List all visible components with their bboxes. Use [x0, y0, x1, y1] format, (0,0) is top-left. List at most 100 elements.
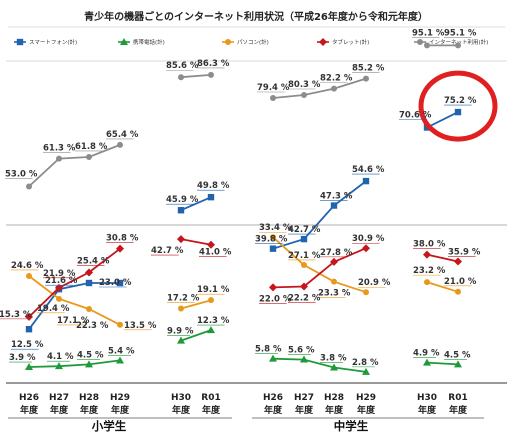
data-label-smartphone-elementary-4: 45.9 %	[166, 195, 199, 205]
point-feature-phone-junior-3	[362, 367, 370, 375]
tick-sublabel-elementary-0: 年度	[20, 404, 39, 416]
tick-label-elementary-4: H30	[171, 393, 191, 403]
point-feature-phone-elementary-5	[207, 326, 215, 334]
series-line-smartphone-junior-0	[272, 180, 367, 250]
point-pc-elementary-5	[208, 297, 214, 304]
data-label-pc-elementary-2: 17.1 %	[57, 316, 90, 326]
series-line-feature-phone-junior-1	[426, 361, 459, 366]
point-internet-elementary-0	[26, 183, 32, 190]
data-label-tablet-elementary-5: 41.0 %	[199, 248, 232, 258]
tick-label-elementary-5: R01	[201, 393, 220, 403]
point-tablet-junior-4	[423, 250, 431, 259]
data-label-feature-phone-junior-5: 4.5 %	[444, 350, 471, 360]
tick-label-elementary-2: H28	[79, 393, 99, 403]
data-label-feature-phone-junior-0: 5.8 %	[255, 345, 282, 355]
data-label-smartphone-junior-4: 70.6 %	[399, 110, 432, 120]
series-line-pc-junior-1	[426, 281, 459, 293]
point-tablet-junior-1	[300, 282, 308, 291]
point-feature-phone-junior-4	[423, 358, 431, 366]
data-label-internet-elementary-0: 53.0 %	[5, 169, 38, 179]
point-internet-elementary-4	[178, 74, 184, 81]
legend: スマートフォン(計) 携帯電話(計) パソコン(計) タブレット(計) インターネット利…	[14, 38, 488, 46]
highlight-circle	[418, 70, 498, 142]
series-line-feature-phone-junior-0	[272, 357, 367, 373]
tick-sublabel-elementary-4: 年度	[172, 404, 191, 416]
data-label-internet-elementary-1: 61.3 %	[43, 144, 76, 154]
series-line-tablet-junior-1	[426, 253, 459, 263]
legend-label: スマートフォン(計)	[29, 38, 77, 46]
group-label-elementary: 小学生	[91, 419, 127, 433]
data-label-smartphone-junior-0: 39.8 %	[255, 235, 288, 245]
point-tablet-elementary-4	[177, 235, 185, 244]
point-smartphone-elementary-2	[85, 279, 93, 287]
series-line-smartphone-junior-1	[426, 111, 459, 129]
point-feature-phone-elementary-4	[177, 336, 185, 344]
point-tablet-junior-3	[362, 244, 370, 253]
point-internet-junior-0	[270, 95, 276, 102]
point-internet-junior-2	[331, 85, 337, 92]
data-label-tablet-junior-3: 30.9 %	[352, 234, 385, 244]
point-internet-junior-5	[455, 42, 461, 49]
point-tablet-elementary-3	[116, 244, 124, 253]
point-internet-elementary-3	[117, 141, 123, 148]
data-label-internet-elementary-5: 86.3 %	[197, 59, 230, 69]
point-feature-phone-junior-5	[454, 360, 462, 368]
tick-sublabel-junior-1: 年度	[295, 404, 314, 416]
group-label-junior: 中学生	[334, 419, 369, 433]
point-smartphone-elementary-5	[207, 193, 215, 201]
data-label-tablet-junior-2: 27.8 %	[320, 248, 353, 258]
legend-item-pc: パソコン(計)	[222, 38, 269, 46]
legend-swatch-marker	[120, 38, 128, 45]
data-label-internet-elementary-4: 85.6 %	[166, 61, 199, 71]
data-label-pc-junior-3: 20.9 %	[358, 278, 391, 288]
point-feature-phone-elementary-1	[55, 362, 63, 370]
data-label-smartphone-elementary-0: 12.5 %	[11, 340, 44, 350]
tick-label-junior-0: H26	[263, 393, 283, 403]
data-label-pc-junior-5: 21.0 %	[444, 277, 477, 287]
data-label-pc-elementary-3: 13.5 %	[124, 321, 157, 331]
legend-swatch-marker	[417, 39, 423, 45]
x-axis: H26年度H27年度H28年度H29年度H30年度R01年度小学生H26年度H2…	[6, 382, 507, 433]
point-pc-junior-5	[455, 288, 461, 295]
point-smartphone-junior-3	[362, 177, 370, 185]
series-line-tablet-junior-0	[272, 247, 367, 289]
point-pc-junior-3	[363, 289, 369, 296]
legend-item-smartphone: スマートフォン(計)	[14, 38, 77, 46]
data-label-tablet-elementary-2: 25.4 %	[77, 256, 110, 266]
data-label-pc-junior-0: 33.4 %	[259, 223, 292, 233]
data-label-feature-phone-elementary-0: 3.9 %	[9, 353, 36, 363]
point-internet-junior-4	[424, 42, 430, 49]
series-line-tablet-elementary-1	[180, 238, 212, 246]
point-tablet-junior-5	[454, 257, 462, 266]
point-pc-elementary-1	[56, 295, 62, 302]
point-tablet-elementary-0	[25, 312, 33, 321]
series-line-feature-phone-elementary-0	[28, 359, 121, 368]
tick-label-junior-3: H29	[356, 393, 376, 403]
point-feature-phone-junior-1	[300, 355, 308, 363]
data-label-extra: 22.3 %	[76, 321, 109, 331]
tick-sublabel-junior-3: 年度	[357, 404, 376, 416]
tick-sublabel-junior-0: 年度	[264, 404, 283, 416]
data-label-tablet-elementary-0: 15.3 %	[0, 310, 32, 320]
point-pc-elementary-2	[86, 305, 92, 312]
series-line-pc-elementary-1	[180, 299, 212, 310]
data-label-pc-elementary-0: 24.6 %	[11, 261, 44, 271]
data-label-tablet-elementary-3: 30.8 %	[106, 234, 139, 244]
data-label-feature-phone-elementary-2: 4.5 %	[77, 350, 104, 360]
data-label-internet-junior-3: 85.2 %	[352, 64, 385, 74]
data-label-tablet-junior-4: 38.0 %	[413, 240, 446, 250]
tick-sublabel-elementary-2: 年度	[80, 404, 99, 416]
point-smartphone-junior-0	[269, 245, 277, 252]
legend-swatch-marker	[319, 38, 327, 46]
data-label-pc-junior-1: 27.1 %	[288, 251, 321, 261]
data-label-smartphone-junior-1: 42.7 %	[288, 225, 321, 235]
series-line-internet-elementary-0	[28, 144, 121, 188]
data-label-feature-phone-junior-2: 3.8 %	[320, 353, 347, 363]
data-labels: 12.5 %21.6 % 23.0 %45.9 %49.8 %39.8 %42.7…	[0, 28, 481, 368]
data-label-smartphone-junior-5: 75.2 %	[444, 96, 477, 106]
legend-item-tablet: タブレット(計)	[317, 38, 369, 46]
tick-sublabel-elementary-5: 年度	[202, 404, 221, 416]
tick-label-junior-5: R01	[448, 393, 467, 403]
